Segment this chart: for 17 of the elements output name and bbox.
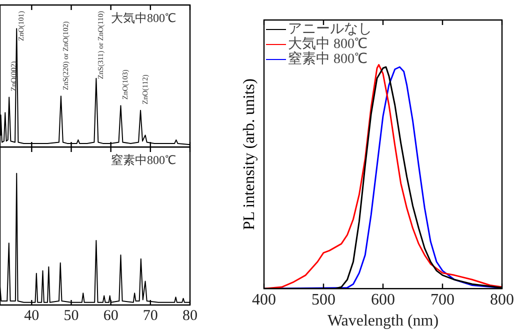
x-tick-label: 70 (142, 308, 158, 324)
text: 大気中800℃ (111, 11, 176, 26)
y-axis-title: PL intensity (arb. units) (241, 78, 258, 230)
x-tick-label: 500 (312, 291, 336, 308)
x-tick-label: 400 (252, 291, 276, 308)
x-tick-label: 600 (371, 291, 395, 308)
x-tick-label: 40 (24, 308, 40, 324)
x-tick-label: 80 (182, 308, 198, 324)
legend-label: 窒素中 800℃ (288, 52, 368, 67)
x-tick-label: 60 (103, 308, 118, 324)
x-tick-label: 800 (490, 291, 514, 308)
x-tick-label: 700 (430, 291, 454, 308)
legend-label: アニールなし (288, 22, 372, 37)
text: 窒素中800℃ (111, 153, 176, 168)
x-axis-title: Wavelength (nm) (327, 312, 439, 330)
legend-label: 大気中 800℃ (288, 37, 368, 52)
x-tick-label: 50 (64, 308, 79, 324)
